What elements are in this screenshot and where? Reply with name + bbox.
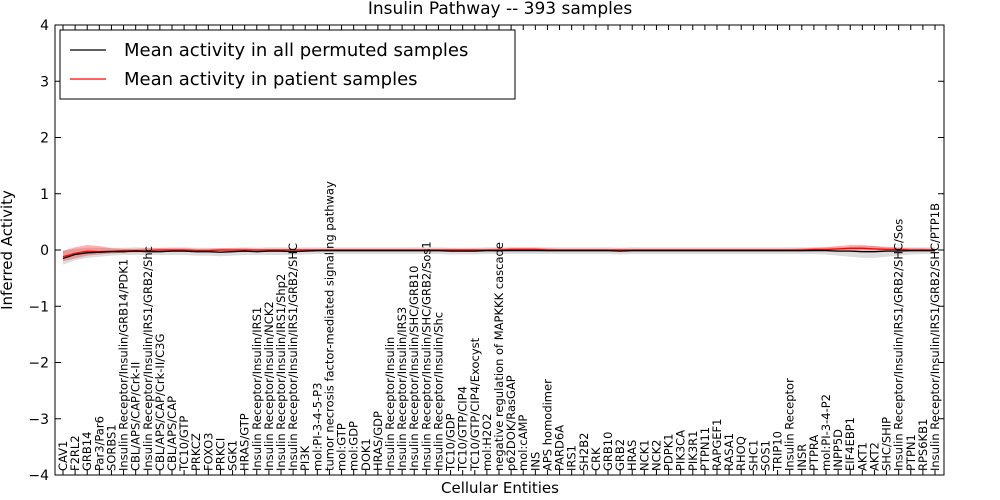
- y-tick-label: 4: [40, 18, 49, 34]
- category-label: Par3/Par6: [92, 416, 106, 471]
- category-label: CBL/APS/CAP: [165, 396, 179, 471]
- y-tick-label: 1: [40, 187, 49, 203]
- category-label: INSR: [795, 444, 809, 471]
- y-tick-label: −1: [28, 299, 49, 315]
- category-label: SGK1: [226, 440, 240, 471]
- category-label: RASA1: [722, 433, 736, 471]
- category-label: PIK3CA: [674, 430, 688, 471]
- category-label: GRB10: [601, 432, 615, 471]
- category-label: TC10/GTP: [177, 416, 191, 472]
- y-tick-label: −3: [28, 412, 49, 428]
- category-label: SH2B2: [577, 433, 591, 471]
- category-label: SHC1: [746, 440, 760, 471]
- category-label: TC10/GTP/CIP4/Exocyst: [468, 337, 482, 472]
- category-label: PIK3R1: [686, 431, 700, 472]
- category-label: Insulin Receptor/Insulin/SHC/GRB2/Sos1: [419, 241, 433, 471]
- category-label: RHOQ: [734, 436, 748, 471]
- category-label: negative regulation of MAPKKK cascade: [492, 242, 506, 471]
- category-label: IRS1: [565, 445, 579, 471]
- category-label: Insulin Receptor/Insulin/IRS1/GRB2/Shc: [141, 246, 155, 471]
- category-label: mol:H2O2: [480, 413, 494, 471]
- x-ticks: [62, 25, 936, 475]
- category-label: CBL/APS/CAP/Crk-II: [129, 362, 143, 471]
- category-label: SORBS1: [104, 424, 118, 471]
- category-label: PI3K: [298, 445, 312, 471]
- chart-title: Insulin Pathway -- 393 samples: [368, 0, 633, 19]
- category-label: Insulin Receptor/Insulin/SHC/GRB10: [407, 266, 421, 471]
- category-label: PRKCZ: [189, 433, 203, 471]
- category-label: PTPRA: [807, 435, 821, 471]
- category-label: INPP5D: [831, 429, 845, 471]
- y-ticks: −4 −3 −2 −1 0 1 2 3 4: [28, 18, 944, 484]
- category-label: mol:PI-3-4-P2: [819, 394, 833, 471]
- y-tick-label: 0: [40, 243, 49, 259]
- category-label: PTPN1: [904, 434, 918, 471]
- category-label: RPS6KB1: [916, 419, 930, 471]
- legend-label-1: Mean activity in all permuted samples: [124, 40, 468, 61]
- category-label: EIF4EBP1: [843, 417, 857, 471]
- y-tick-label: −2: [28, 356, 49, 372]
- category-label: RAPGEF1: [710, 419, 724, 471]
- category-label: TRIP10: [771, 431, 785, 472]
- category-label: Insulin Receptor/Insulin/IRS1/GRB2/SHC: [286, 243, 300, 471]
- category-label: F2RL2: [68, 435, 82, 471]
- y-tick-label: 2: [40, 131, 49, 147]
- category-label: HRAS/GDP: [371, 411, 385, 471]
- x-axis-label: Cellular Entities: [441, 479, 559, 497]
- category-label: INS: [528, 452, 542, 471]
- category-label: Insulin Receptor/Insulin/GRB14/PDK1: [117, 259, 131, 471]
- category-label: NCK2: [649, 439, 663, 471]
- category-label: DOK1: [359, 438, 373, 471]
- category-label: mol:cAMP: [516, 415, 530, 471]
- category-label: Insulin Receptor/Insulin/IRS1/Shp2: [274, 274, 288, 471]
- category-label: PRKCI: [213, 438, 227, 471]
- plot-frame: [54, 24, 945, 476]
- category-label: HRAS/GTP: [238, 413, 252, 471]
- series-line-1: [62, 249, 935, 260]
- category-label: AKT2: [867, 442, 881, 471]
- category-label: Insulin Receptor/Insulin/IRS1: [250, 307, 264, 471]
- category-label: TC10/GTP/CIP4: [456, 386, 470, 472]
- category-label: PARD6A: [553, 425, 567, 471]
- legend: Mean activity in all permuted samples Mea…: [59, 29, 516, 100]
- category-label: CAV1: [56, 441, 70, 471]
- category-label: Insulin Receptor/Insulin/IRS1/GRB2/SHC/P…: [928, 203, 942, 471]
- category-label: Insulin Receptor/Insulin/Shc: [431, 312, 445, 471]
- y-tick-label: 3: [40, 74, 49, 90]
- y-axis-label: Inferred Activity: [0, 190, 16, 310]
- category-label: mol:GTP: [335, 423, 349, 471]
- category-label: Insulin Receptor/Insulin/IRS1/GRB2/SHC/S…: [892, 219, 906, 471]
- category-label: CBL/APS/CAP/Crk-II/C3G: [153, 334, 167, 471]
- category-label: mol:GDP: [347, 421, 361, 471]
- series-band-2: [63, 244, 935, 262]
- category-label: PDPK1: [662, 433, 676, 471]
- category-label: GRB2: [613, 439, 627, 471]
- category-label: AKT1: [855, 442, 869, 471]
- category-label: Insulin Receptor/Insulin: [383, 337, 397, 471]
- category-label: mol:PI-3-4-5-P3: [310, 383, 324, 471]
- category-label: HRAS: [625, 440, 639, 471]
- category-label: NCK1: [637, 439, 651, 471]
- legend-label-2: Mean activity in patient samples: [124, 69, 418, 90]
- category-label: APS homodimer: [540, 379, 554, 471]
- y-tick-label: −4: [28, 468, 49, 484]
- category-label: TC10/GDP: [444, 413, 458, 472]
- category-label: Insulin Receptor/Insulin/IRS3: [395, 307, 409, 471]
- series-lines: [62, 247, 935, 260]
- category-label: Insulin Receptor: [783, 378, 797, 471]
- category-label: SOS1: [758, 440, 772, 471]
- category-label: tumor necrosis factor-mediated signaling…: [322, 181, 336, 471]
- category-label: GRB14: [80, 432, 94, 471]
- category-label: FOXO3: [201, 433, 215, 471]
- category-label: Insulin Receptor/Insulin/NCK2: [262, 301, 276, 471]
- category-label: CRK: [589, 447, 603, 471]
- category-label: PTPN11: [698, 427, 712, 471]
- legend-box: [59, 29, 516, 100]
- category-label: p62DOK/RasGAP: [504, 375, 518, 471]
- category-label: SHC/SHIP: [880, 417, 894, 471]
